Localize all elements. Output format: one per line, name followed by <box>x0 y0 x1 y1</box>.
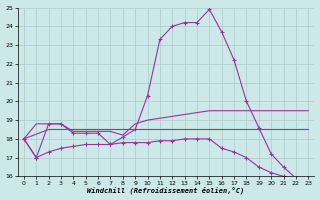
X-axis label: Windchill (Refroidissement éolien,°C): Windchill (Refroidissement éolien,°C) <box>87 187 245 194</box>
